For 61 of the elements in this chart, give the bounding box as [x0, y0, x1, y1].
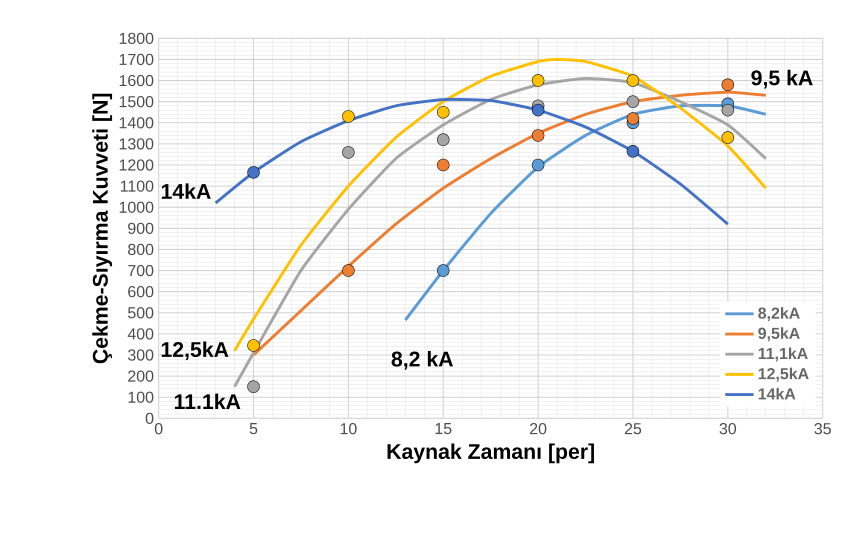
annotation: 8,2 kA [392, 350, 453, 370]
y-tick-label: 1800 [120, 32, 154, 44]
annotation: 12,5kA [162, 341, 228, 360]
y-tick-label: 1600 [120, 74, 154, 86]
y-tick-label: 1000 [120, 202, 154, 213]
x-tick-label: 30 [720, 423, 736, 434]
point [722, 78, 734, 92]
x-tick-label: 25 [624, 423, 642, 434]
y-tick-label: 1500 [120, 96, 154, 108]
point [532, 129, 544, 142]
legend-label: 11,1kA [758, 347, 808, 362]
point [722, 104, 734, 116]
y-tick-label: 400 [128, 328, 154, 340]
x-tick-label: 10 [340, 423, 357, 434]
point [437, 158, 450, 172]
annotation: 11.1kA [174, 394, 240, 409]
x-axis-title: Kaynak Zamanı [per] [388, 443, 594, 464]
point [626, 112, 640, 125]
y-tick-label: 900 [128, 222, 154, 234]
legend-label: 8,2kA [758, 307, 800, 322]
point [437, 133, 450, 146]
legend-label: 12,5kA [758, 368, 809, 382]
point [532, 104, 544, 116]
annotation: 9,5 kA [751, 70, 813, 88]
y-tick-label: 1100 [120, 180, 154, 192]
y-tick-label: 1300 [120, 138, 154, 150]
point [626, 145, 640, 158]
x-tick-label: 15 [436, 423, 452, 434]
point [437, 106, 450, 118]
point [626, 95, 640, 108]
y-tick-label: 100 [128, 392, 154, 403]
point [247, 166, 260, 179]
annotation: 14kA [162, 183, 211, 199]
x-tick-label: 5 [250, 423, 258, 434]
point [342, 264, 355, 277]
y-axis-title: Çekme-Sıyırma Kuvveti [N] [92, 94, 112, 364]
point [722, 131, 734, 144]
y-tick-label: 200 [128, 370, 154, 382]
y-tick-label: 600 [128, 286, 154, 298]
y-tick-label: 1700 [120, 54, 154, 66]
y-tick-label: 800 [128, 244, 154, 256]
y-tick-label: 300 [128, 349, 154, 361]
y-tick-label: 500 [128, 307, 154, 318]
x-tick-label: 20 [530, 423, 546, 434]
point [532, 158, 544, 172]
point [247, 339, 260, 352]
y-tick-label: 700 [128, 264, 154, 276]
line-series [214, 98, 730, 226]
x-tick-label: 35 [814, 423, 831, 434]
legend-label: 9,5kA [758, 327, 800, 342]
legend-label: 14kA [758, 388, 796, 400]
point [342, 146, 355, 159]
y-tick-label: 1400 [120, 117, 154, 128]
point [437, 264, 450, 277]
x-tick-label: 0 [154, 423, 162, 434]
point [626, 74, 640, 87]
point [342, 110, 355, 123]
point [532, 74, 544, 87]
y-tick-label: 1200 [120, 159, 154, 171]
y-tick-label: 0 [146, 412, 154, 424]
point [247, 380, 260, 393]
